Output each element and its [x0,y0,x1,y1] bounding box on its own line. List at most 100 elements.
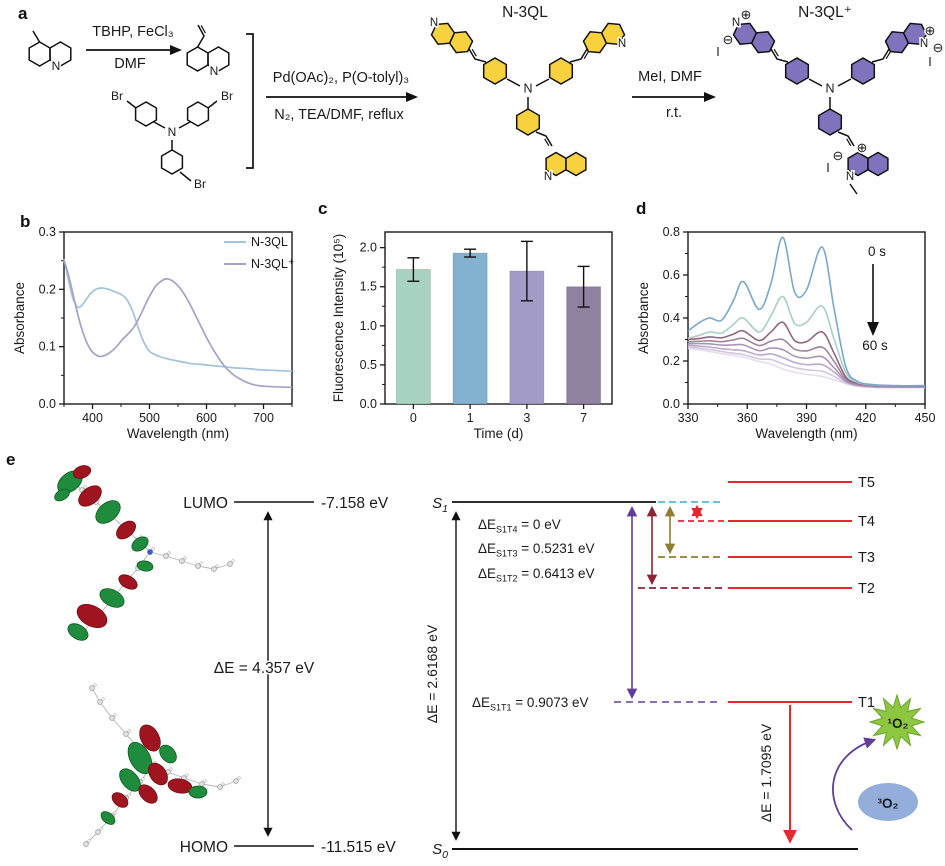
y-tick-label: 1.5 [360,280,377,294]
orbital-lobe [78,485,102,507]
double-bond [200,25,206,34]
s0-label: S0 [432,841,448,861]
arrow-head [406,92,418,102]
bar-1 [452,252,488,405]
x-tick-label: 500 [139,411,160,425]
vinyl-bond [569,48,588,63]
x-axis-label: Time (d) [474,426,524,441]
atom-dot [109,715,115,721]
absorbance-spectra-chart: 400 500 600 700 0.0 0.1 0.2 0.3 Wavelength (nm) A… [12,225,294,441]
series-line-N-3QL [63,258,293,373]
x-tick-label: 390 [796,411,817,425]
y-tick-label: 0.5 [360,358,377,372]
iodide-label: I [928,55,931,69]
nitrogen-dot [147,549,153,555]
x-axis-label: Wavelength (nm) [755,426,857,441]
panel-label-a: a [18,4,28,23]
product2-name: N-3QL⁺ [798,4,852,21]
de-s1t1-value: ΔES1T1 = 0.9073 eV [472,695,589,713]
atom-label: N [618,38,626,50]
series-line-60 s [687,347,925,389]
y-axis-label: Fluorescence Intensity (10⁵) [331,234,346,402]
ring [850,57,876,85]
ring [186,46,209,72]
y-axis-label: Absorbance [636,282,651,354]
orbital-lobe [131,536,149,552]
atom-label: N [523,82,532,96]
ring [600,22,626,45]
x-tick-label: 420 [855,411,876,425]
vinyl-bond [535,131,553,147]
orbital-lobe [100,811,116,825]
x-tick-label: 7 [580,411,587,425]
y-tick-label: 0.1 [39,340,56,354]
atom-dot [233,778,239,784]
y-tick-label: 0.0 [663,397,680,411]
ring [784,57,810,85]
y-tick-label: 0.4 [663,311,680,325]
energy-level-diagram: LUMO -7.158 eV HOMO -11.515 eV ΔE = 4.35… [54,465,926,861]
panel-label-d: d [636,199,647,218]
double-bond [583,51,589,60]
t2-label: T2 [858,581,875,597]
starburst-shape [868,693,926,751]
orbital-lobe [54,488,70,502]
atom-label: Br [194,177,206,191]
orbital-lobe [136,560,154,572]
double-bond [773,48,779,57]
orbital-lobe [138,784,158,804]
homo-orbital-image [83,683,241,847]
t4-label: T4 [858,514,875,530]
ring [482,57,508,85]
photodegradation-chart: 330 360 390 420 450 0.0 0.2 0.4 0.6 0.8 Wavelength… [636,225,936,441]
iodide-label: I [826,161,829,175]
lumo-orbital-image [54,465,235,641]
time-start-label: 0 s [868,244,886,259]
atom-dot [217,784,223,790]
orbital-lobe [72,465,92,479]
y-tick-label: 2.0 [360,241,377,255]
atom-label: N [210,64,219,78]
ring [49,41,72,67]
ring [902,22,928,45]
vinyl-bond [196,24,205,48]
homo-lumo-gap-value: ΔE = 4.357 eV [214,660,315,677]
x-tick-label: 450 [915,411,936,425]
charge-symbol: ⊖ [933,40,944,55]
de-s1t3-value: ΔES1T3 = 0.5231 eV [478,541,595,559]
double-bond [885,51,891,60]
vinyl-bond [468,48,487,63]
series-line-0 s [687,236,926,387]
atom-label: Br [111,89,123,103]
series-line-50 s [687,346,926,389]
ring [817,108,843,136]
charge-symbol: ⊕ [857,140,868,155]
lumo-value: -7.158 eV [321,495,389,512]
y-tick-label: 0.0 [39,397,56,411]
t1-label: T1 [858,695,875,711]
orbital-lobe [67,623,89,641]
charge-symbol: ⊕ [925,23,936,38]
atom-dot [227,561,233,567]
panel-label-c: c [318,199,328,218]
ring [515,108,541,136]
t1-s0-energy-value: ΔE = 1.7095 eV [758,723,774,822]
singlet-oxygen-label: ¹O₂ [888,716,909,731]
y-tick-label: 1.0 [360,319,377,333]
series-line-10 s [687,295,926,387]
time-end-label: 60 s [862,338,888,353]
x-tick-label: 700 [253,411,274,425]
orbital-lobe [99,588,125,608]
atom-label: N [732,17,740,29]
atom-dot [95,829,101,835]
atom-label: N [920,38,928,50]
x-tick-label: 360 [737,411,758,425]
energy-transfer-arrow [832,737,877,831]
atom-dot [123,731,129,737]
double-bond [471,48,477,57]
orbital-lobe [95,500,121,524]
homo-value: -11.515 eV [321,839,396,856]
ring [548,57,574,85]
atom-label: N [846,171,854,183]
